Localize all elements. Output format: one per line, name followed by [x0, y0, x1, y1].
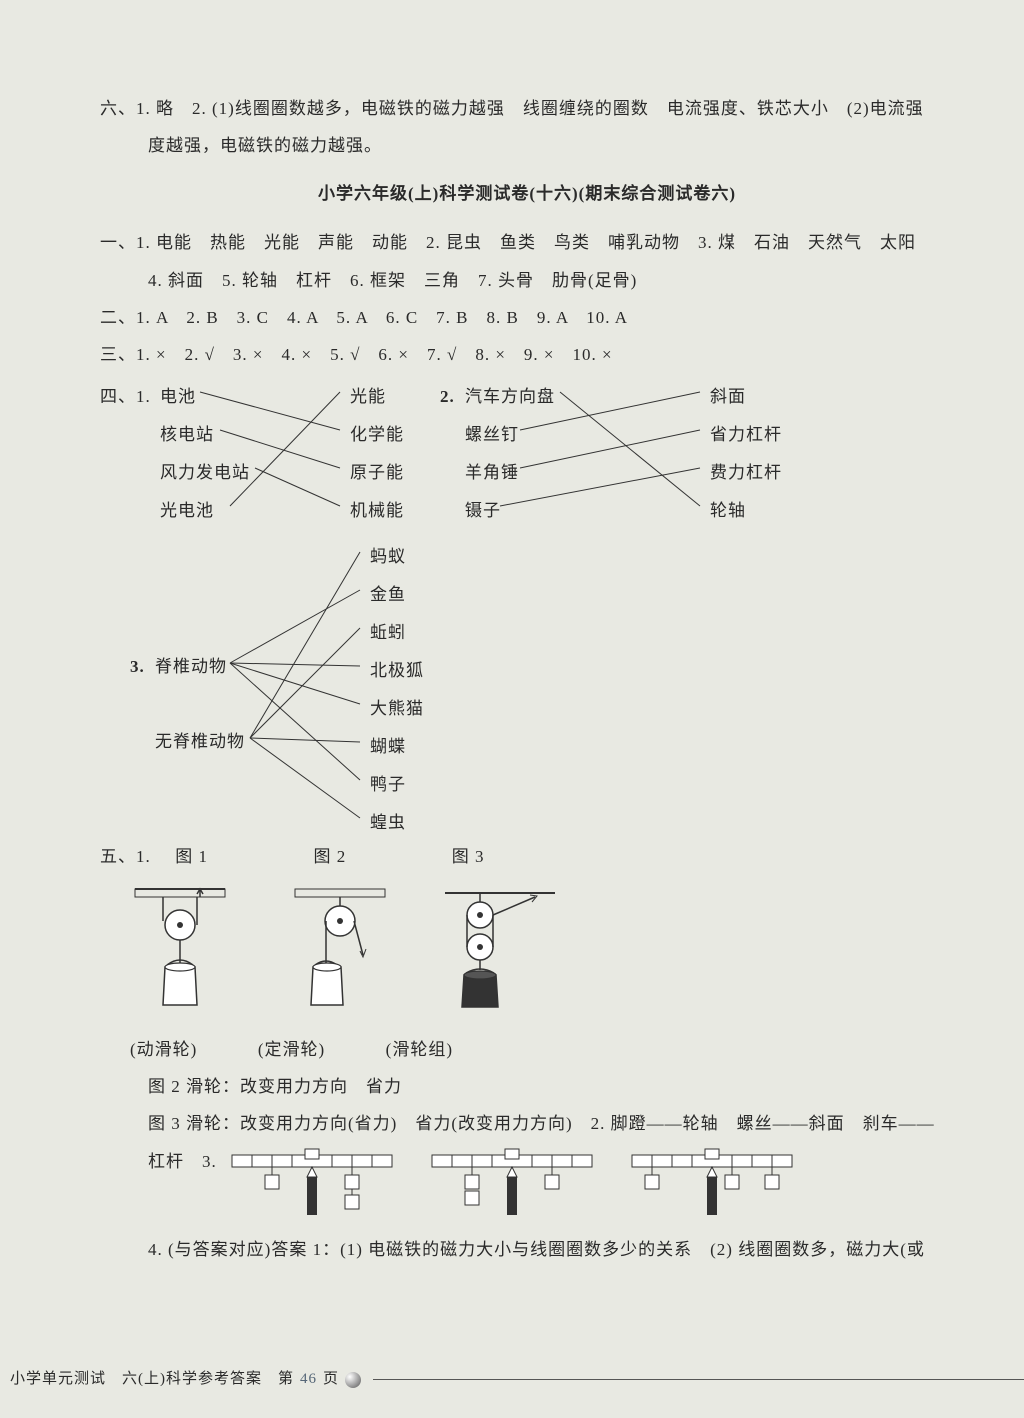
sec5-head: 五、1. 图 1 图 2 图 3: [100, 838, 954, 875]
footer-a: 小学单元测试 六(上)科学参考答案 第: [10, 1363, 294, 1396]
fig1-label: 图 1: [175, 847, 208, 866]
match-lines-C: [230, 538, 510, 838]
top-line1: 六、1. 略 2. (1)线圈圈数越多，电磁铁的磁力越强 线圈缠绕的圈数 电流强…: [100, 90, 954, 127]
paper-title: 小学六年级(上)科学测试卷(十六)(期末综合测试卷六): [100, 175, 954, 212]
page-footer: 小学单元测试 六(上)科学参考答案 第 46 页: [0, 1363, 1024, 1396]
sec4-num3: 3.: [130, 648, 145, 685]
sec5-4: 4. (与答案对应)答案 1：(1) 电磁铁的磁力大小与线圈圈数多少的关系 (2…: [100, 1231, 954, 1268]
sec5-prefix: 五、1.: [100, 847, 151, 866]
sec4-prefix2: 2.: [440, 378, 455, 415]
lever-2-icon: [427, 1147, 597, 1217]
leftA-0: 电池: [160, 378, 196, 415]
lever-diagrams: [227, 1147, 797, 1217]
footer-b: 页: [323, 1363, 339, 1396]
pulley-labels: (动滑轮) (定滑轮) (滑轮组): [100, 1031, 954, 1068]
sec1-l1: 一、1. 电能 热能 光能 声能 动能 2. 昆虫 鱼类 鸟类 哺乳动物 3. …: [100, 224, 954, 261]
leftB-0: 汽车方向盘: [465, 378, 555, 415]
sec5-t1: 图 2 滑轮：改变用力方向 省力: [100, 1068, 954, 1105]
sec2: 二、1. A 2. B 3. C 4. A 5. A 6. C 7. B 8. …: [100, 299, 954, 336]
plabel-0: (动滑轮): [130, 1040, 197, 1059]
pulley-figures: [120, 885, 954, 1028]
sec5-t2: 图 3 滑轮：改变用力方向(省力) 省力(改变用力方向) 2. 脚蹬——轮轴 螺…: [100, 1105, 954, 1142]
top-line2: 度越强，电磁铁的磁力越强。: [100, 127, 954, 164]
match-diagram-1-2: 四、1. 电池 核电站 风力发电站 光电池 光能 化学能 原子能 机械能 2. …: [100, 378, 954, 528]
footer-rule: [373, 1379, 1024, 1380]
plabel-2: (滑轮组): [386, 1040, 453, 1059]
lever-3-icon: [627, 1147, 797, 1217]
leftB-1: 螺丝钉: [465, 416, 519, 453]
footer-dot-icon: [345, 1372, 361, 1388]
footer-page: 46: [300, 1363, 317, 1396]
match-diagram-3: 3. 脊椎动物 无脊椎动物 蚂蚁 金鱼 蚯蚓 北极狐 大熊猫 蝴蝶 鸭子 蝗虫: [100, 538, 954, 838]
lever-1-icon: [227, 1147, 397, 1217]
pulley-fixed-icon: [285, 885, 395, 1015]
sec1-l2: 4. 斜面 5. 轮轴 杠杆 6. 框架 三角 7. 头骨 肋骨(足骨): [100, 262, 954, 299]
leftC-0: 脊椎动物: [155, 648, 227, 685]
match-lines-B: [560, 378, 810, 528]
page-content: 六、1. 略 2. (1)线圈圈数越多，电磁铁的磁力越强 线圈缠绕的圈数 电流强…: [0, 0, 1024, 1298]
pulley-combo-icon: [440, 885, 560, 1015]
pulley-combo: [440, 885, 560, 1028]
plabel-1: (定滑轮): [258, 1040, 325, 1059]
sec5-t3: 杠杆 3.: [148, 1143, 217, 1180]
match-lines-A: [200, 378, 450, 528]
sec3: 三、1. × 2. √ 3. × 4. × 5. √ 6. × 7. √ 8. …: [100, 336, 954, 373]
leftB-3: 镊子: [465, 492, 501, 529]
leftB-2: 羊角锤: [465, 454, 519, 491]
pulley-moving-icon: [125, 885, 235, 1015]
sec5-t3-row: 杠杆 3.: [100, 1143, 954, 1217]
pulley-moving: [120, 885, 240, 1028]
pulley-fixed: [280, 885, 400, 1028]
fig2-label: 图 2: [314, 847, 347, 866]
fig3-label: 图 3: [452, 847, 485, 866]
sec4-prefix: 四、1.: [100, 378, 151, 415]
